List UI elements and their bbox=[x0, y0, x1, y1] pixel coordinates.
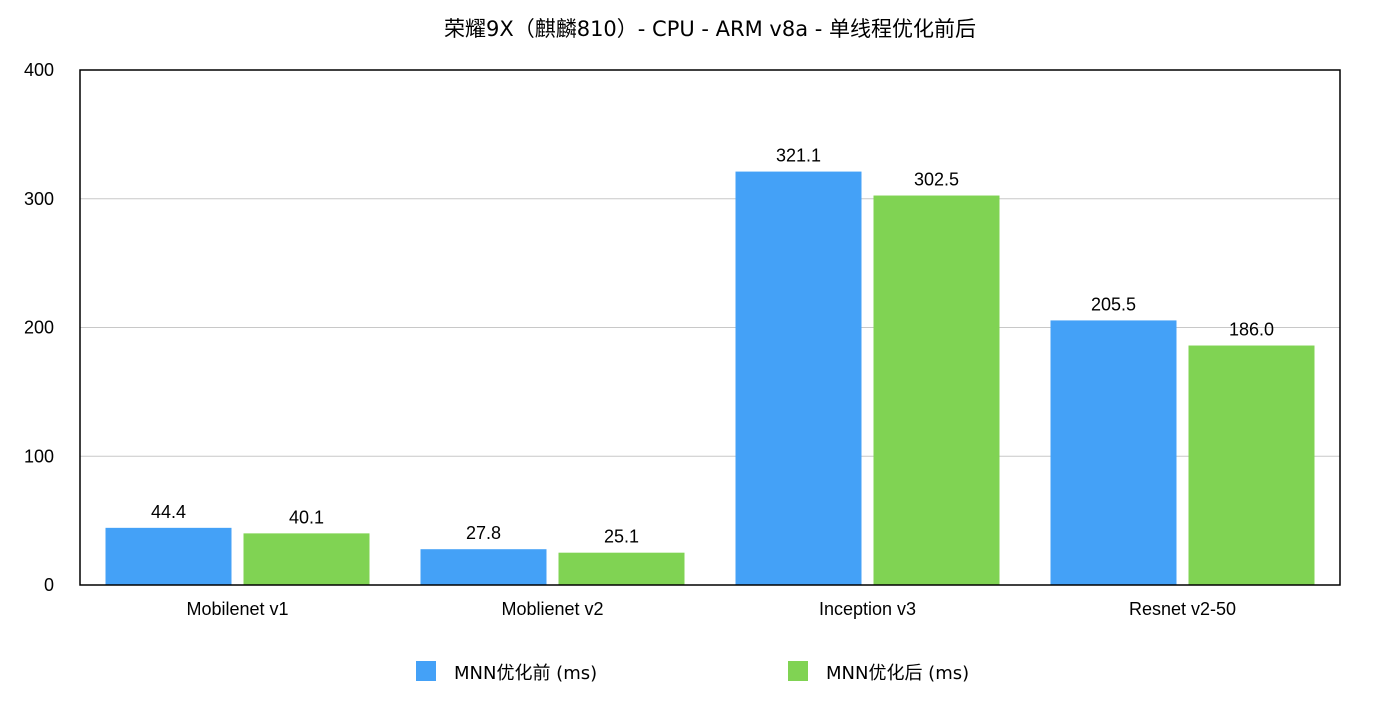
bar-before-3 bbox=[735, 171, 862, 586]
plot-frame bbox=[79, 69, 1341, 586]
y-tick-label: 100 bbox=[24, 446, 54, 466]
data-label: 44.4 bbox=[151, 502, 186, 522]
legend-swatch-after bbox=[788, 661, 808, 681]
bars bbox=[105, 171, 1315, 586]
bar-after-4 bbox=[1188, 345, 1315, 585]
legend-label-before: MNN优化前 (ms) bbox=[454, 663, 597, 684]
x-axis: Mobilenet v1 Moblienet v2 Inception v3 Resn… bbox=[186, 599, 1236, 619]
legend-swatch-before bbox=[416, 661, 436, 681]
y-axis: 0 100 200 300 400 bbox=[24, 60, 54, 595]
x-tick-label: Resnet v2-50 bbox=[1129, 599, 1236, 619]
bar-before-4 bbox=[1050, 320, 1177, 585]
bar-before-2 bbox=[420, 549, 547, 585]
legend-label-after: MNN优化后 (ms) bbox=[826, 663, 969, 684]
bar-before-1 bbox=[105, 527, 232, 585]
x-tick-label: Mobilenet v1 bbox=[186, 599, 288, 619]
chart-title: 荣耀9X（麒麟810）- CPU - ARM v8a - 单线程优化前后 bbox=[444, 17, 976, 41]
data-label: 302.5 bbox=[914, 170, 959, 190]
bar-after-2 bbox=[558, 552, 685, 585]
legend: MNN优化前 (ms) MNN优化后 (ms) bbox=[416, 661, 969, 684]
data-label: 27.8 bbox=[466, 523, 501, 543]
data-labels: 44.4 40.1 27.8 25.1 321.1 302.5 205.5 186.0 bbox=[151, 146, 1274, 547]
bar-after-1 bbox=[243, 533, 370, 585]
data-label: 25.1 bbox=[604, 527, 639, 547]
y-tick-label: 0 bbox=[44, 575, 54, 595]
y-tick-label: 300 bbox=[24, 189, 54, 209]
x-tick-label: Inception v3 bbox=[819, 599, 916, 619]
y-tick-label: 200 bbox=[24, 318, 54, 338]
data-label: 186.0 bbox=[1229, 320, 1274, 340]
x-tick-label: Moblienet v2 bbox=[501, 599, 603, 619]
data-label: 321.1 bbox=[776, 146, 821, 166]
bar-after-3 bbox=[873, 195, 1000, 585]
data-label: 40.1 bbox=[289, 507, 324, 527]
data-label: 205.5 bbox=[1091, 294, 1136, 314]
y-tick-label: 400 bbox=[24, 60, 54, 80]
